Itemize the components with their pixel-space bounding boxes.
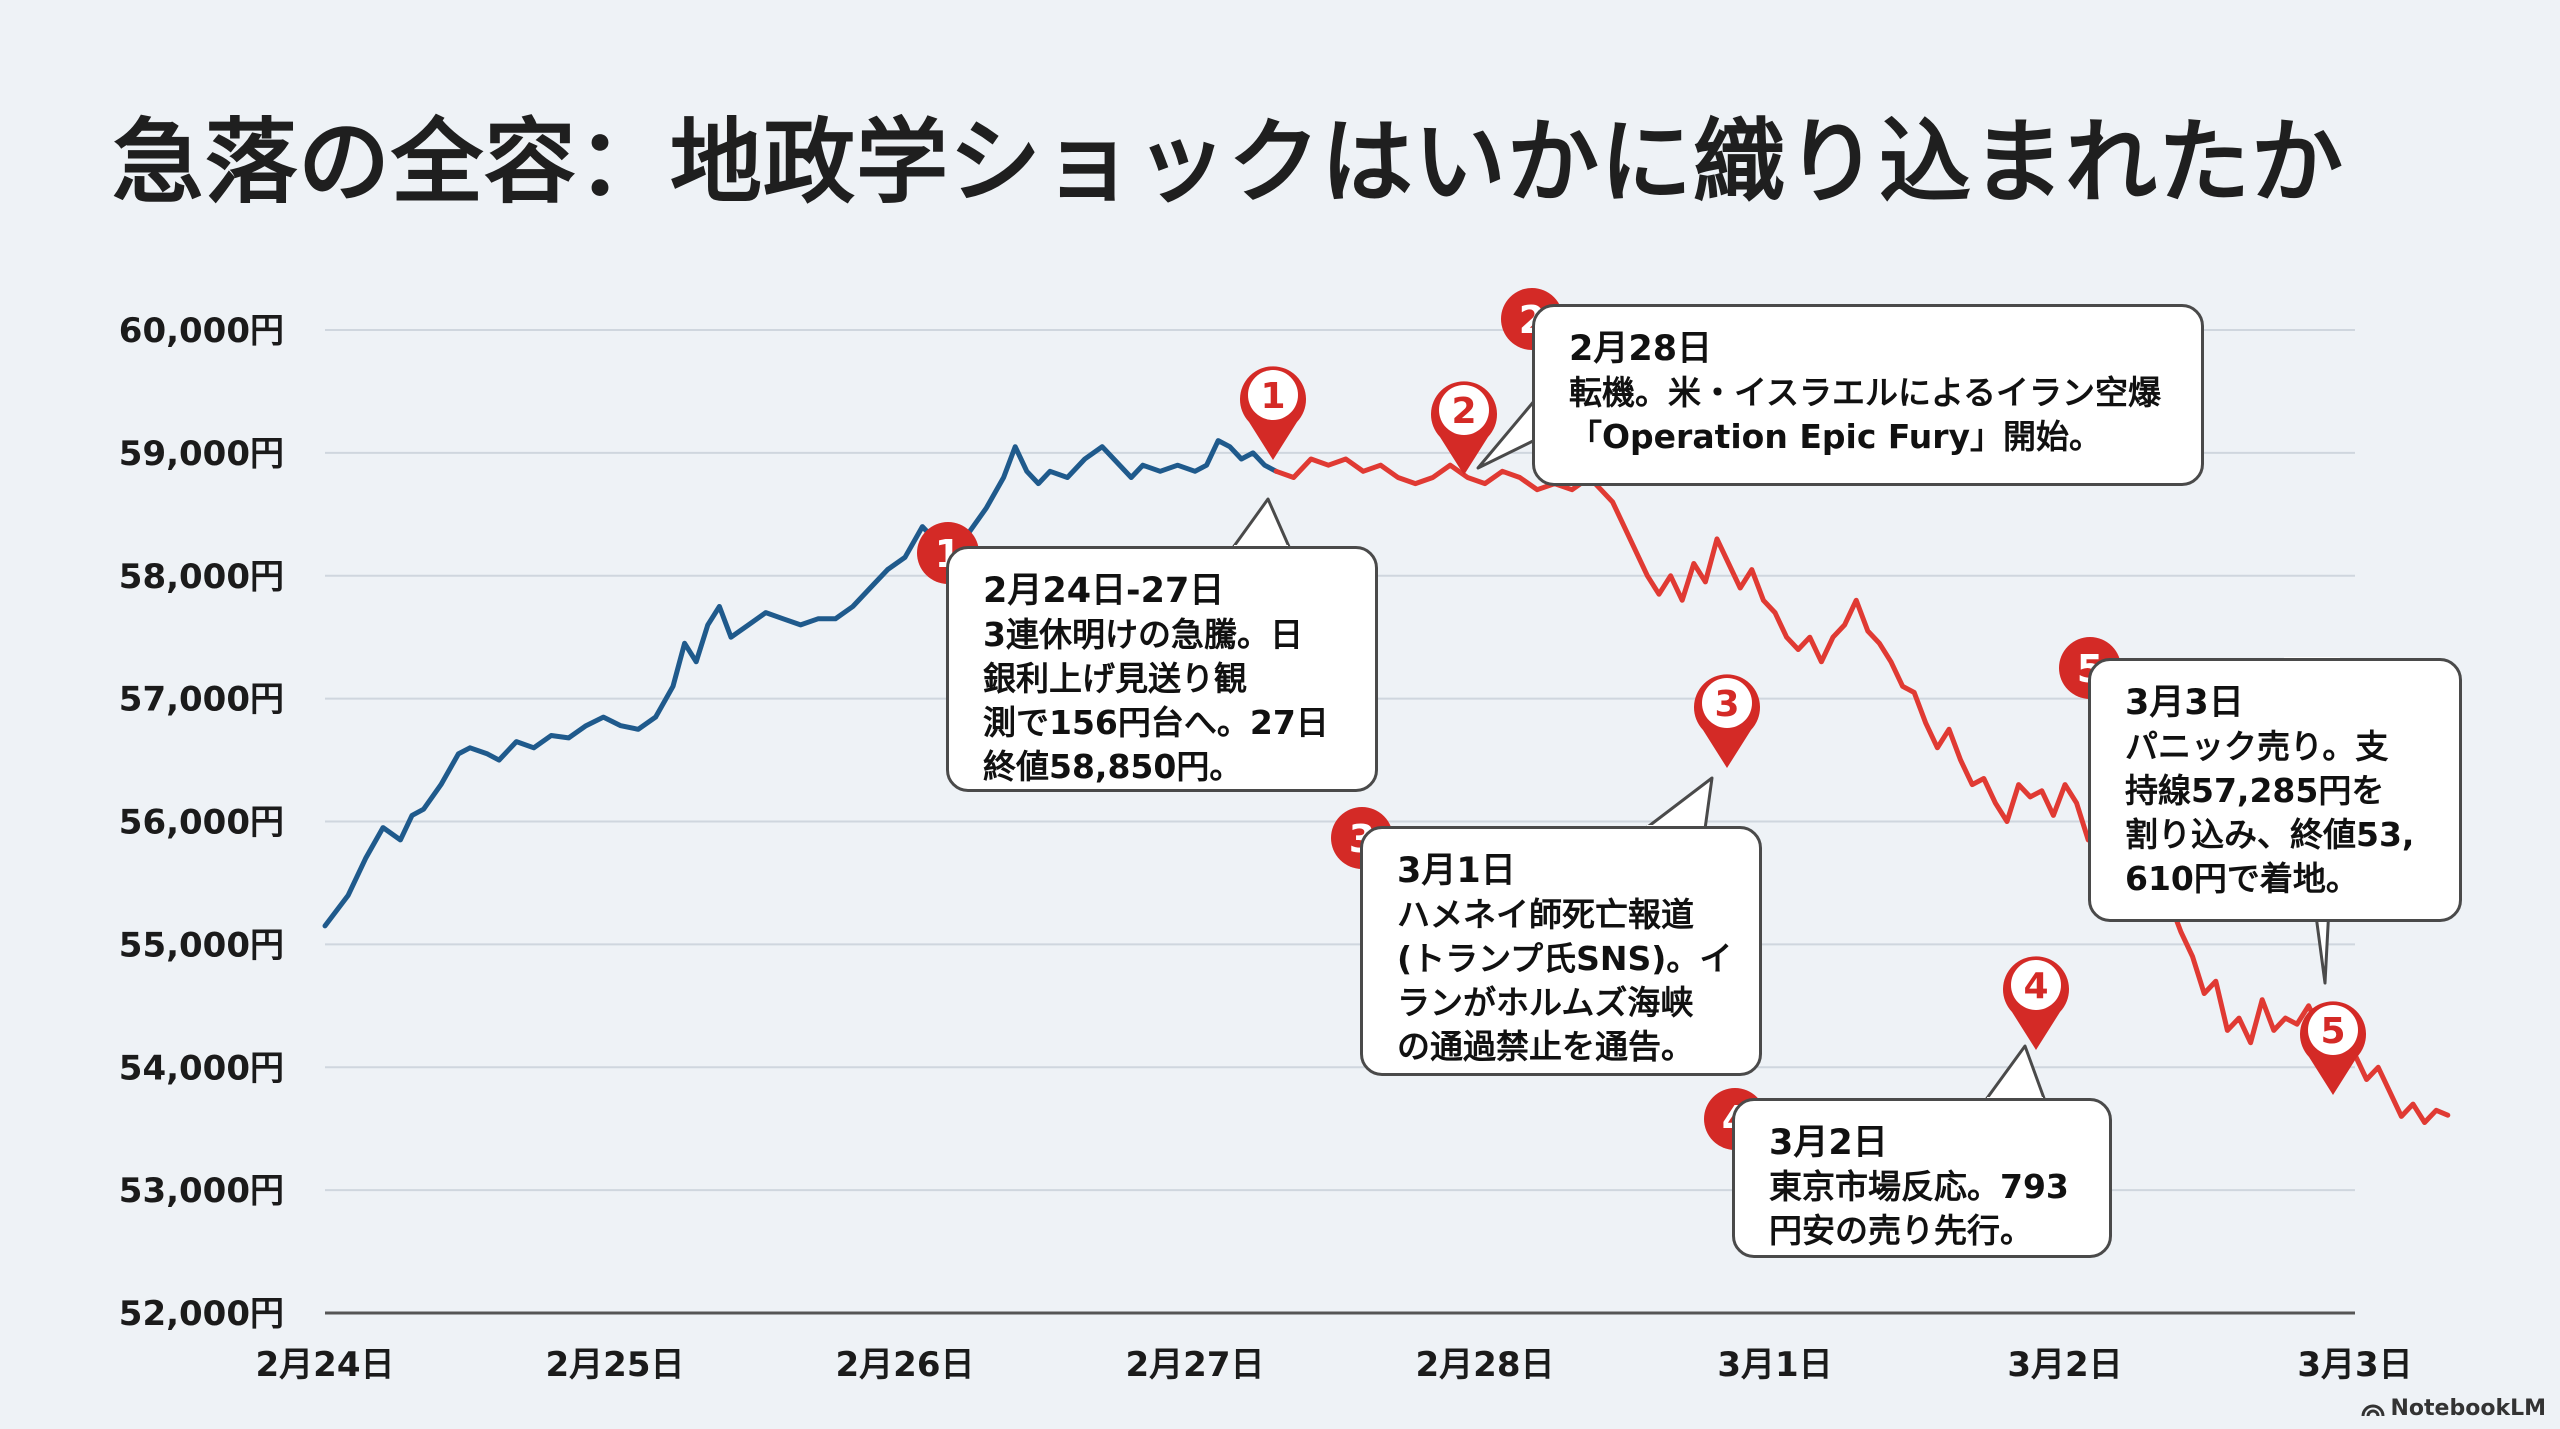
annotation-date: 3月1日 [1397, 851, 1516, 891]
x-tick-label: 2月24日 [256, 1345, 395, 1385]
annotation-date: 3月2日 [1769, 1123, 1888, 1163]
annotation-callout-5: 3月3日 パニック売り。支 持線57,285円を 割り込み、終値53, 610円… [2088, 658, 2462, 922]
y-tick-label: 58,000円 [119, 557, 284, 597]
x-tick-label: 3月3日 [2297, 1345, 2412, 1385]
annotation-text: 東京市場反応。793 円安の売り先行。 [1769, 1167, 2069, 1250]
callout-tail-3 [1643, 776, 1714, 831]
annotation-callout-3: 3月1日 ハメネイ師死亡報道 (トランプ氏SNS)。イ ランがホルムズ海峡 の通… [1360, 826, 1762, 1076]
pin-inner [2011, 960, 2061, 1010]
y-tick-label: 54,000円 [119, 1048, 284, 1088]
y-tick-label: 53,000円 [119, 1171, 284, 1211]
y-tick-label: 52,000円 [119, 1294, 284, 1334]
annotation-text: ハメネイ師死亡報道 (トランプ氏SNS)。イ ランがホルムズ海峡 の通過禁止を通… [1397, 895, 1733, 1066]
pin-number: 4 [2023, 966, 2048, 1007]
series-line-post-shock [1273, 456, 2451, 1125]
annotation-callout-4: 3月2日 東京市場反応。793 円安の売り先行。 [1732, 1098, 2112, 1258]
pin-inner [2308, 1005, 2358, 1055]
annotation-text: 3連休明けの急騰。日 銀利上げ見送り観 測で156円台へ。27日 終値58,85… [983, 615, 1329, 786]
x-tick-label: 3月2日 [2007, 1345, 2122, 1385]
annotation-callout-2: 2月28日 転機。米・イスラエルによるイラン空爆 「Operation Epic… [1532, 304, 2204, 486]
x-tick-label: 2月27日 [1126, 1345, 1265, 1385]
annotation-text: 転機。米・イスラエルによるイラン空爆 「Operation Epic Fury」… [1569, 373, 2162, 456]
x-tick-label: 3月1日 [1717, 1345, 1832, 1385]
annotation-text: パニック売り。支 持線57,285円を 割り込み、終値53, 610円で着地。 [2125, 727, 2415, 898]
callout-tail-1 [1230, 497, 1292, 551]
page-title: 急落の全容：地政学ショックはいかに織り込まれたか [112, 109, 2345, 216]
x-tick-label: 2月28日 [1416, 1345, 1555, 1385]
pin-number: 5 [2320, 1011, 2345, 1052]
y-tick-label: 59,000円 [119, 434, 284, 474]
y-tick-label: 57,000円 [119, 680, 284, 720]
annotation-date: 3月3日 [2125, 683, 2244, 723]
series-line-pre-shock [322, 438, 1279, 929]
y-tick-label: 60,000円 [119, 311, 284, 351]
annotation-date: 2月24日-27日 [983, 571, 1225, 611]
pin-inner [1248, 370, 1298, 420]
brand-name: NotebookLM [2390, 1396, 2546, 1421]
pin-inner [1439, 385, 1489, 435]
y-tick-label: 56,000円 [119, 803, 284, 843]
callout-tail-4 [1983, 1044, 2047, 1103]
annotation-callout-1: 2月24日-27日 3連休明けの急騰。日 銀利上げ見送り観 測で156円台へ。2… [946, 546, 1378, 792]
pin-number: 1 [1260, 376, 1285, 417]
x-tick-label: 2月25日 [546, 1345, 685, 1385]
pin-number: 2 [1451, 391, 1476, 432]
pin-number: 3 [1714, 684, 1739, 725]
annotation-date: 2月28日 [1569, 329, 1713, 369]
brand-logo: NotebookLM [2361, 1396, 2546, 1421]
pin-inner [1702, 678, 1752, 728]
x-tick-label: 2月26日 [836, 1345, 975, 1385]
y-tick-label: 55,000円 [119, 925, 284, 965]
notebooklm-icon [2361, 1404, 2385, 1416]
